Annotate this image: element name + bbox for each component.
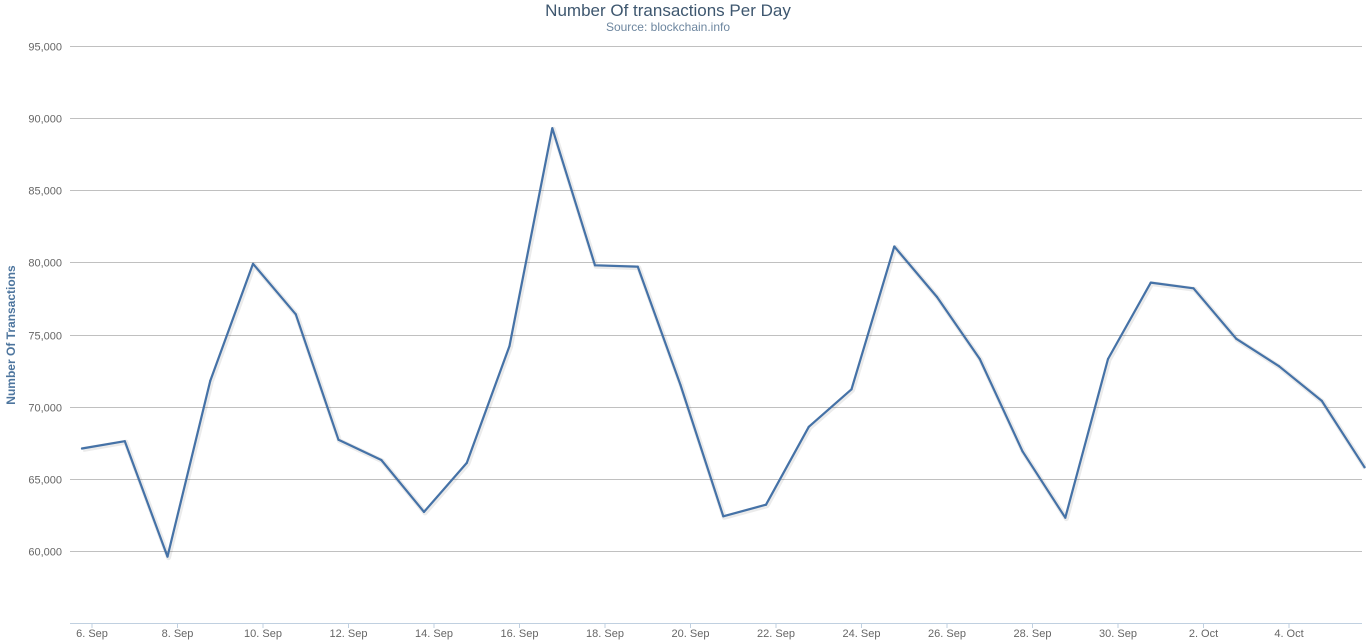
x-tick-label: 26. Sep	[928, 628, 966, 640]
x-tick-label: 10. Sep	[244, 628, 282, 640]
data-point[interactable]	[722, 515, 725, 518]
x-tick-label: 20. Sep	[672, 628, 710, 640]
data-point[interactable]	[1192, 287, 1195, 290]
data-point[interactable]	[1320, 399, 1323, 402]
y-tick-label: 70,000	[28, 403, 62, 415]
x-axis-ticks: 6. Sep 8. Sep 10. Sep 12. Sep 14. Sep 16. Sep…	[76, 623, 1304, 640]
x-tick-label: 18. Sep	[586, 628, 624, 640]
x-tick-label: 8. Sep	[162, 628, 194, 640]
data-point[interactable]	[1149, 281, 1152, 284]
data-point[interactable]	[593, 264, 597, 267]
x-tick-label: 28. Sep	[1014, 628, 1052, 640]
data-point[interactable]	[508, 344, 511, 348]
y-axis-title: Number Of Transactions	[4, 265, 18, 405]
data-point[interactable]	[935, 295, 939, 299]
chart-subtitle: Source: blockchain.info	[606, 20, 730, 34]
data-point[interactable]	[422, 510, 426, 513]
data-point[interactable]	[123, 440, 126, 443]
y-tick-label: 75,000	[28, 331, 62, 343]
x-tick-label: 2. Oct	[1189, 628, 1218, 640]
data-point[interactable]	[1106, 357, 1110, 361]
chart-title: Number Of transactions Per Day	[545, 1, 791, 20]
x-tick-label: 24. Sep	[843, 628, 881, 640]
x-tick-label: 6. Sep	[76, 628, 108, 640]
x-tick-label: 4. Oct	[1274, 628, 1303, 640]
data-point[interactable]	[337, 438, 340, 441]
data-point[interactable]	[1277, 365, 1281, 368]
data-point[interactable]	[807, 425, 810, 428]
data-point[interactable]	[1363, 466, 1366, 469]
data-point[interactable]	[209, 379, 212, 382]
data-point[interactable]	[893, 245, 896, 248]
data-point[interactable]	[465, 461, 468, 464]
x-tick-label: 12. Sep	[330, 628, 368, 640]
x-tick-label: 30. Sep	[1099, 628, 1137, 640]
data-point[interactable]	[1021, 450, 1024, 453]
data-point[interactable]	[978, 357, 981, 361]
y-tick-label: 60,000	[28, 547, 62, 559]
x-tick-label: 16. Sep	[501, 628, 539, 640]
series-line-shadow	[82, 126, 1366, 561]
y-tick-label: 95,000	[28, 42, 62, 54]
data-point[interactable]	[166, 555, 169, 558]
y-tick-label: 90,000	[28, 114, 62, 126]
x-tick-label: 14. Sep	[415, 628, 453, 640]
y-tick-label: 85,000	[28, 186, 62, 198]
series-layer	[80, 126, 1366, 561]
data-point[interactable]	[1235, 337, 1238, 340]
data-point[interactable]	[1064, 516, 1067, 519]
data-point[interactable]	[850, 388, 853, 391]
data-point[interactable]	[380, 458, 383, 462]
data-point[interactable]	[679, 383, 682, 387]
y-axis-ticks: 60,000 65,000 70,000 75,000 80,000 85,000 90,0…	[28, 42, 62, 559]
data-point[interactable]	[251, 262, 255, 265]
x-tick-label: 22. Sep	[757, 628, 795, 640]
series-line	[80, 127, 1366, 558]
data-point[interactable]	[764, 503, 768, 506]
data-point[interactable]	[294, 313, 297, 316]
y-tick-label: 65,000	[28, 475, 62, 487]
data-point[interactable]	[80, 447, 84, 450]
gridlines	[70, 46, 1362, 552]
data-point[interactable]	[636, 265, 639, 268]
y-tick-label: 80,000	[28, 258, 62, 270]
data-point[interactable]	[551, 127, 554, 130]
